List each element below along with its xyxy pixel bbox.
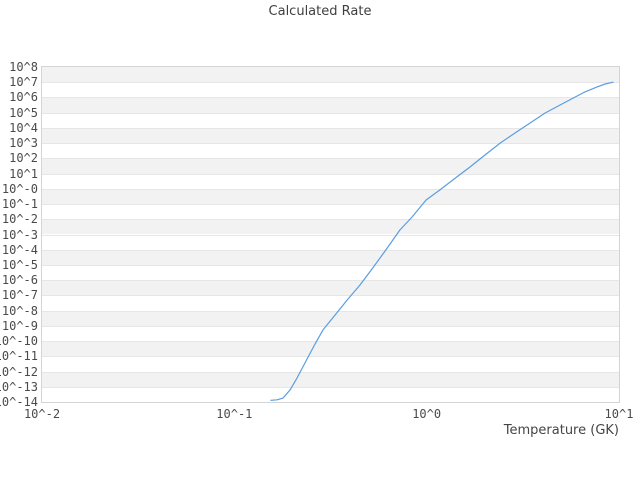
- x-tick-label: 10^-2: [23, 407, 61, 421]
- grid-band: [42, 356, 619, 372]
- grid-band: [42, 234, 619, 250]
- y-tick-label: 10^-2: [1, 212, 38, 227]
- grid-band: [42, 97, 619, 113]
- y-tick-label: 10^-0: [1, 181, 38, 196]
- rate-curve-path: [270, 81, 614, 401]
- x-axis-label: Temperature (GK): [503, 423, 619, 438]
- x-tick-label: 10^1: [604, 407, 634, 421]
- y-tick-label: 10^-11: [0, 349, 38, 364]
- y-tick-label: 10^-6: [1, 273, 38, 288]
- y-tick-label: 10^-4: [1, 242, 38, 257]
- grid-band: [42, 386, 619, 402]
- grid-band: [42, 143, 619, 159]
- grid-band: [42, 219, 619, 235]
- y-tick-label: 10^7: [9, 75, 38, 90]
- y-tick-label: 10^3: [9, 136, 38, 151]
- grid-band: [42, 295, 619, 311]
- grid-band: [42, 127, 619, 144]
- y-tick-label: 10^-1: [1, 197, 38, 212]
- x-tick-label: 10^0: [412, 407, 442, 421]
- y-tick-label: 10^2: [9, 151, 38, 166]
- grid-band: [42, 188, 619, 205]
- rate-curve: [270, 81, 614, 401]
- grid-band: [42, 82, 619, 98]
- y-tick-label: 10^-13: [0, 379, 38, 394]
- plot-area: [41, 66, 620, 403]
- x-tick-label: 10^-1: [216, 407, 253, 421]
- y-tick-label: 10^-8: [1, 303, 38, 318]
- y-tick-label: 10^-14: [0, 395, 38, 409]
- grid-band: [42, 280, 619, 296]
- grid-band: [42, 371, 619, 387]
- y-tick-label: 10^-3: [1, 227, 38, 242]
- grid-band: [42, 204, 619, 220]
- y-tick-label: 10^-10: [0, 334, 38, 349]
- y-tick-label: 10^-5: [1, 257, 38, 272]
- y-tick-label: 10^1: [9, 166, 38, 181]
- grid-band: [42, 341, 619, 357]
- chart-title: Calculated Rate: [268, 4, 372, 19]
- grid-band: [42, 325, 619, 342]
- y-tick-label: 10^-9: [1, 318, 38, 333]
- grid-band: [42, 264, 619, 281]
- y-tick-label: 10^8: [9, 60, 38, 74]
- grid-band: [42, 67, 619, 83]
- grid-band: [42, 173, 619, 189]
- y-tick-label: 10^6: [9, 90, 38, 105]
- grid-band: [42, 249, 619, 265]
- grid-band: [42, 310, 619, 326]
- y-tick-label: 10^5: [9, 105, 38, 120]
- y-tick-label: 10^-7: [1, 288, 38, 303]
- y-tick-label: 10^4: [9, 120, 38, 135]
- grid-band: [42, 112, 619, 128]
- y-tick-label: 10^-12: [0, 364, 38, 379]
- grid-band: [42, 158, 619, 174]
